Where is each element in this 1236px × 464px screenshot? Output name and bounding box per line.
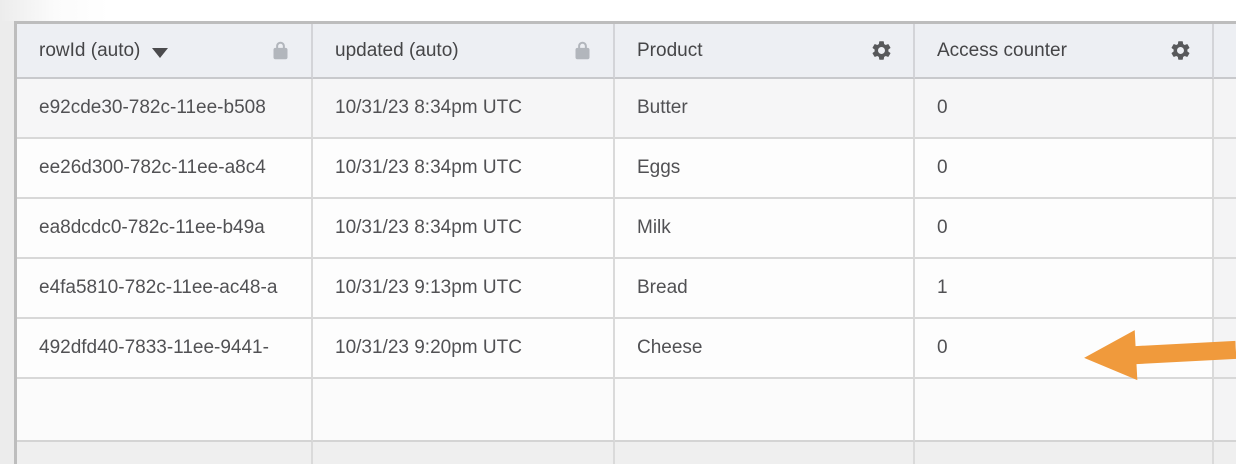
cell-updated[interactable]: 10/31/23 8:34pm UTC: [313, 199, 615, 259]
cell-access-counter[interactable]: 0: [915, 139, 1214, 199]
cell-product[interactable]: Butter: [615, 79, 915, 139]
column-label: Access counter: [937, 39, 1067, 61]
row-spacer: [1214, 259, 1236, 319]
cell-product[interactable]: Milk: [615, 199, 915, 259]
column-header-access-counter[interactable]: Access counter: [915, 24, 1214, 79]
footer-cell: [17, 442, 313, 464]
column-header-rowid[interactable]: rowId (auto): [17, 24, 313, 79]
lock-icon: [572, 40, 593, 61]
table-row[interactable]: ee26d300-782c-11ee-a8c4 10/31/23 8:34pm …: [17, 139, 1236, 199]
table-row[interactable]: e92cde30-782c-11ee-b508 10/31/23 8:34pm …: [17, 79, 1236, 139]
sort-desc-icon: [152, 47, 169, 58]
cell-access-counter[interactable]: 0: [915, 319, 1214, 379]
cell-access-counter[interactable]: 0: [915, 199, 1214, 259]
cell-rowid[interactable]: e4fa5810-782c-11ee-ac48-a: [17, 259, 313, 319]
row-spacer: [1214, 319, 1236, 379]
cell-product[interactable]: Cheese: [615, 319, 915, 379]
lock-icon: [270, 40, 291, 61]
row-spacer: [1214, 139, 1236, 199]
footer-cell: [313, 442, 615, 464]
page-background-strip: [0, 0, 1236, 21]
row-spacer: [1214, 442, 1236, 464]
cell-updated[interactable]: 10/31/23 9:13pm UTC: [313, 259, 615, 319]
cell-access-counter[interactable]: 0: [915, 79, 1214, 139]
table-row[interactable]: e4fa5810-782c-11ee-ac48-a 10/31/23 9:13p…: [17, 259, 1236, 319]
empty-cell[interactable]: [313, 379, 615, 442]
cell-access-counter[interactable]: 1: [915, 259, 1214, 319]
cell-product[interactable]: Bread: [615, 259, 915, 319]
gear-icon[interactable]: [1169, 39, 1192, 62]
empty-cell[interactable]: [17, 379, 313, 442]
footer-cell: [915, 442, 1214, 464]
table-header-spacer: [1214, 24, 1236, 79]
row-spacer: [1214, 199, 1236, 259]
table-header-row: rowId (auto) updated (auto) Product: [17, 24, 1236, 79]
empty-row[interactable]: [17, 379, 1236, 442]
row-spacer: [1214, 379, 1236, 442]
column-header-updated[interactable]: updated (auto): [313, 24, 615, 79]
cell-rowid[interactable]: e92cde30-782c-11ee-b508: [17, 79, 313, 139]
column-label: Product: [637, 39, 703, 61]
cell-rowid[interactable]: ea8dcdc0-782c-11ee-b49a: [17, 199, 313, 259]
cell-updated[interactable]: 10/31/23 8:34pm UTC: [313, 79, 615, 139]
footer-cell: [615, 442, 915, 464]
table-footer-row: [17, 442, 1236, 464]
empty-cell[interactable]: [915, 379, 1214, 442]
row-spacer: [1214, 79, 1236, 139]
column-header-product[interactable]: Product: [615, 24, 915, 79]
cell-rowid[interactable]: ee26d300-782c-11ee-a8c4: [17, 139, 313, 199]
empty-cell[interactable]: [615, 379, 915, 442]
column-label: rowId (auto): [39, 39, 141, 61]
table-row[interactable]: ea8dcdc0-782c-11ee-b49a 10/31/23 8:34pm …: [17, 199, 1236, 259]
cell-product[interactable]: Eggs: [615, 139, 915, 199]
column-label: updated (auto): [335, 39, 459, 61]
cell-rowid[interactable]: 492dfd40-7833-11ee-9441-: [17, 319, 313, 379]
cell-updated[interactable]: 10/31/23 9:20pm UTC: [313, 319, 615, 379]
gear-icon[interactable]: [870, 39, 893, 62]
cell-updated[interactable]: 10/31/23 8:34pm UTC: [313, 139, 615, 199]
table-row[interactable]: 492dfd40-7833-11ee-9441- 10/31/23 9:20pm…: [17, 319, 1236, 379]
data-table: rowId (auto) updated (auto) Product: [14, 21, 1236, 464]
